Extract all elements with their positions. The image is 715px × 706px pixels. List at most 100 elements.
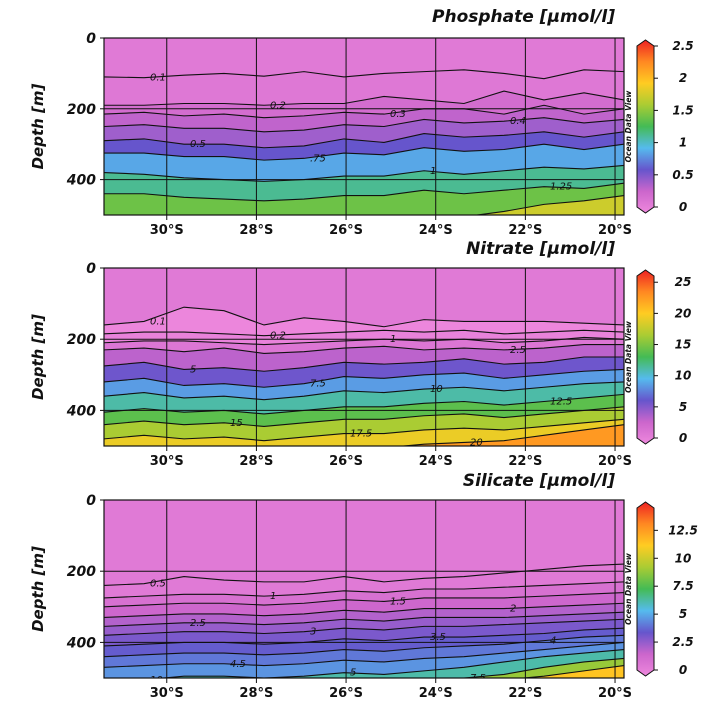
colorbar-tick-label: 20 (675, 306, 692, 320)
plot-area: 0.5 1 1.5 2 2.5 3 3.5 4 4.5 5 7.5 10 (104, 500, 624, 686)
contour-line (104, 306, 624, 328)
contour-band (524, 665, 624, 678)
colorbar-tick-label: 7.5 (672, 579, 693, 593)
panel-0: 0.1 0.2 0.3 0.4 0.5 .75 1 1.25 1.5 0 200 400 30°S 28°… (29, 7, 694, 238)
y-axis-label: Depth [m] (29, 83, 47, 169)
contour-label: 2.5 (190, 618, 206, 629)
contour-label: 7.5 (310, 379, 326, 390)
contour-line (157, 648, 624, 678)
y-tick-label: 0 (86, 493, 96, 509)
contour-line (104, 406, 624, 427)
contour-band (104, 419, 624, 446)
contour-label: 1.5 (390, 596, 406, 607)
x-tick-label: 30°S (150, 454, 184, 469)
colorbar (636, 501, 655, 677)
contour-label: 0.5 (190, 139, 206, 150)
contour-label: 0.2 (270, 331, 286, 342)
contour-line (104, 581, 624, 599)
contour-line (104, 381, 624, 401)
contour-label: 10 (150, 675, 163, 686)
panel-title: Nitrate [µmol/l] (466, 239, 615, 259)
contour-label: 2 (510, 604, 516, 615)
colorbar-tick-label: 2.5 (672, 635, 693, 649)
colorbar-tick-label: 0 (679, 431, 687, 445)
panel-title: Phosphate [µmol/l] (432, 7, 615, 27)
x-tick-label: 20°S (598, 223, 632, 238)
contour-line (104, 368, 624, 388)
x-tick-label: 26°S (329, 454, 363, 469)
contour-label: 1 (430, 166, 436, 177)
contour-label: 5 (190, 364, 196, 375)
ocean-data-view-watermark: Ocean Data View (624, 553, 633, 625)
contour-band (104, 183, 624, 215)
contour-label: 3.5 (430, 632, 446, 643)
colorbar-tick-label: 10 (675, 551, 692, 565)
y-axis-label: Depth [m] (29, 314, 47, 400)
contour-label: 3 (310, 627, 316, 638)
contour-band (164, 649, 624, 678)
x-tick-label: 30°S (150, 223, 184, 238)
contour-label: 20 (470, 437, 483, 448)
contour-label: 2.5 (510, 345, 526, 356)
contour-label: 1 (270, 591, 276, 602)
x-tick-label: 22°S (508, 223, 542, 238)
contour-line (104, 90, 624, 106)
contour-label: 15 (230, 418, 243, 429)
contour-line (517, 664, 624, 678)
contour-line (104, 602, 624, 619)
contour-line (104, 164, 624, 182)
colorbar-tick-label: 1 (679, 136, 687, 150)
colorbar-tick-label: 0 (679, 200, 687, 214)
contour-label: 17.5 (350, 429, 372, 440)
x-tick-label: 28°S (239, 223, 273, 238)
contour-line (104, 143, 624, 161)
plot-area: 0.1 0.2 0.3 0.4 0.5 .75 1 1.25 1.5 (104, 38, 624, 225)
contour-line (104, 336, 624, 346)
contour-line (104, 131, 624, 149)
contour-label: 0.2 (270, 100, 286, 111)
contour-line (104, 329, 624, 337)
colorbar-tick-label: 0 (679, 663, 687, 677)
x-tick-label: 24°S (419, 454, 453, 469)
contour-line (104, 104, 624, 119)
colorbar (636, 39, 655, 214)
colorbar-tick-label: 0.5 (672, 168, 693, 182)
contour-label: 0.5 (150, 579, 166, 590)
contour-line (104, 343, 624, 354)
contour-label: 1.5 (230, 214, 246, 225)
contour-label: 0.1 (150, 316, 166, 327)
y-tick-label: 400 (66, 635, 96, 651)
y-tick-label: 200 (67, 332, 96, 348)
contour-label: .75 (310, 153, 326, 164)
x-tick-label: 20°S (598, 686, 632, 701)
x-tick-label: 30°S (150, 686, 184, 701)
x-tick-label: 20°S (598, 454, 632, 469)
y-tick-label: 200 (67, 564, 96, 580)
colorbar-tick-label: 15 (675, 338, 692, 352)
y-tick-label: 400 (66, 173, 96, 189)
x-tick-label: 26°S (329, 686, 363, 701)
contour-band (404, 424, 624, 446)
contour-line (104, 634, 624, 658)
contour-label: 10 (430, 384, 443, 395)
contour-label: 0.3 (390, 109, 406, 120)
plot-frame (103, 267, 625, 447)
colorbar-tick-label: 25 (675, 275, 692, 289)
y-tick-label: 400 (66, 403, 96, 419)
plot-frame (103, 499, 625, 679)
y-tick-label: 0 (86, 261, 96, 277)
y-tick-label: 0 (86, 31, 96, 47)
colorbar-tick-label: 2.5 (672, 39, 693, 53)
contour-label: 4 (550, 636, 556, 647)
colorbar-tick-label: 1.5 (672, 103, 693, 117)
contour-label: 1.25 (550, 182, 572, 193)
x-tick-label: 28°S (239, 686, 273, 701)
contour-line (104, 592, 624, 608)
x-tick-label: 22°S (508, 686, 542, 701)
contour-line (104, 69, 624, 80)
contour-line (104, 418, 624, 442)
x-tick-label: 24°S (419, 686, 453, 701)
y-axis-label: Depth [m] (29, 546, 47, 632)
plot-frame (103, 37, 625, 216)
x-tick-label: 26°S (329, 223, 363, 238)
